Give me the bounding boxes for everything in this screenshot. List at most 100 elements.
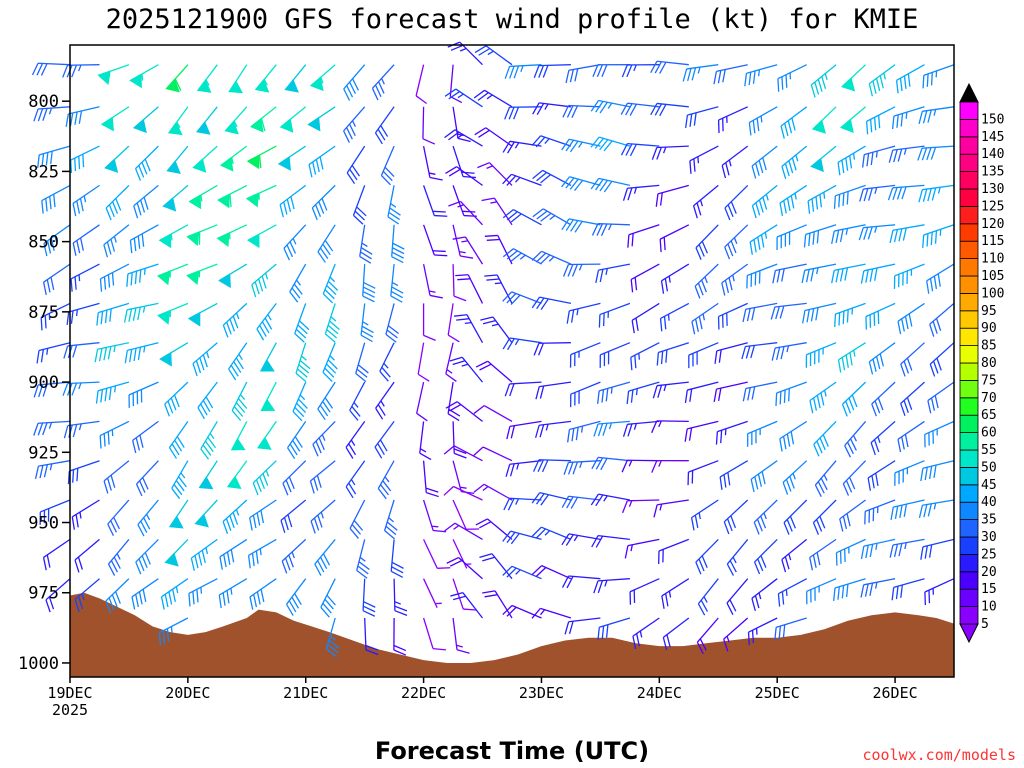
chart-title: 2025121900 GFS forecast wind profile (kt… [106, 4, 919, 35]
wind-barb [62, 381, 100, 396]
wind-barb [158, 617, 189, 646]
wind-barb [356, 539, 370, 579]
wind-barb [776, 224, 807, 250]
wind-barb [926, 263, 955, 294]
wind-barb [74, 538, 100, 573]
wind-barb [443, 445, 483, 462]
wind-barb [747, 420, 778, 447]
y-axis: 800 825 850 875 900 925 950 975 1000 [18, 92, 70, 674]
wind-barb [105, 578, 130, 614]
colorbar-cell [959, 379, 979, 399]
wind-barb [533, 64, 571, 79]
wind-barb [918, 106, 955, 125]
wind-barb [135, 460, 159, 497]
wind-barb [687, 460, 719, 486]
wind-barb [137, 499, 159, 537]
wind-barb [596, 381, 631, 404]
wind-barb [33, 106, 71, 122]
wind-barb [260, 381, 277, 412]
wind-barb [186, 224, 218, 246]
wind-barb [531, 491, 572, 506]
wind-barb [751, 578, 778, 612]
wind-barb [277, 145, 307, 171]
wind-barb [107, 538, 130, 576]
wind-barb [531, 565, 572, 580]
colorbar-cell [959, 119, 979, 138]
wind-barb [360, 303, 374, 343]
wind-barb [561, 176, 601, 191]
colorbar-label: 65 [981, 408, 997, 423]
wind-barb [63, 420, 100, 439]
credit-text[interactable]: coolwx.com/models [862, 746, 1016, 764]
wind-barb [865, 106, 896, 135]
wind-barb [779, 420, 808, 452]
wind-barb [567, 420, 601, 443]
wind-barb [317, 224, 336, 263]
wind-barb [256, 421, 277, 450]
colorbar-cell [959, 101, 979, 120]
colorbar-label: 55 [981, 443, 997, 458]
wind-barb [371, 64, 395, 101]
wind-barb [842, 460, 867, 496]
wind-barb [697, 578, 719, 616]
wind-barb [682, 64, 719, 82]
wind-barb [810, 64, 837, 98]
wind-barb [218, 578, 248, 609]
wind-barb [837, 342, 866, 373]
wind-barb [422, 145, 443, 181]
wind-barb [652, 381, 689, 399]
wind-barb [196, 64, 218, 93]
wind-barb [887, 184, 925, 201]
wind-barb [188, 578, 218, 607]
wind-barb [777, 64, 807, 92]
wind-barb [473, 405, 513, 422]
wind-barb [770, 302, 807, 320]
colorbar-label: 140 [981, 147, 1004, 162]
wind-barb [534, 420, 571, 438]
wind-barb [806, 578, 837, 605]
colorbar-label: 5 [981, 617, 989, 632]
colorbar-label: 70 [981, 391, 997, 406]
colorbar-under-arrow [959, 623, 979, 644]
wind-barb [422, 185, 448, 217]
wind-barb [422, 499, 447, 533]
wind-barb [893, 263, 925, 289]
wind-barb [590, 99, 631, 114]
wind-barb [132, 106, 159, 134]
colorbar: 5 10 15 20 25 30 35 40 45 50 55 60 65 70 75 80 85 90 95 100… [959, 82, 1004, 644]
colorbar-label: 100 [981, 286, 1004, 301]
wind-barb [124, 342, 159, 364]
wind-barb [726, 578, 749, 615]
wind-barb [713, 64, 748, 85]
wind-barb [452, 617, 470, 654]
wind-barb [651, 420, 689, 434]
colorbar-cell [959, 554, 979, 573]
wind-barb [917, 145, 955, 161]
colorbar-cell [959, 397, 979, 416]
colorbar-over-arrow [959, 82, 979, 103]
wind-barb [167, 106, 189, 136]
wind-barb [655, 184, 689, 207]
wind-barb [631, 302, 660, 334]
wind-barb [364, 617, 379, 656]
wind-barb [312, 420, 336, 457]
wind-barb [889, 224, 925, 244]
wind-barb [135, 538, 159, 575]
wind-barb [532, 208, 572, 226]
x-tick-label: 23DEC [519, 684, 564, 702]
wind-barb [506, 420, 542, 440]
x-tick-label: 22DEC [401, 684, 446, 702]
wind-barb [390, 539, 404, 578]
wind-barb [423, 578, 442, 608]
wind-barb [929, 302, 955, 337]
colorbar-label: 60 [981, 426, 997, 441]
wind-barb [922, 224, 955, 249]
colorbar-label: 20 [981, 565, 997, 580]
wind-barb [746, 263, 778, 289]
wind-barb [890, 499, 925, 521]
wind-barb [742, 381, 778, 402]
y-tick-label: 825 [28, 162, 59, 182]
wind-barb [444, 129, 483, 147]
colorbar-label: 110 [981, 252, 1004, 267]
wind-barb [33, 420, 71, 436]
